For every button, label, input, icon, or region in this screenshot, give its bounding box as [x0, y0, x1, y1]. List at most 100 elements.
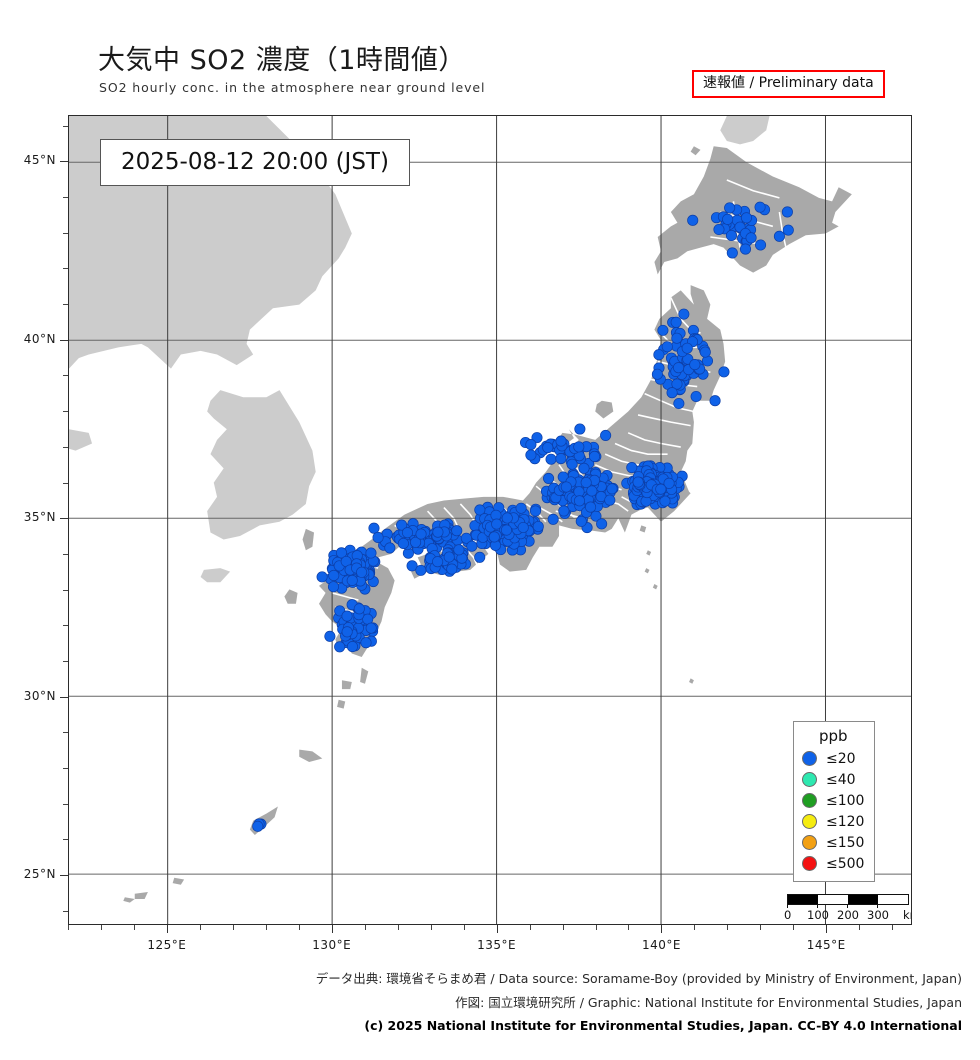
- station-marker[interactable]: [328, 569, 340, 581]
- station-marker[interactable]: [415, 564, 427, 576]
- station-marker[interactable]: [415, 528, 427, 540]
- station-marker[interactable]: [466, 540, 478, 552]
- station-marker[interactable]: [782, 224, 794, 236]
- station-marker[interactable]: [529, 505, 542, 517]
- station-marker[interactable]: [724, 202, 736, 214]
- station-marker[interactable]: [542, 442, 554, 454]
- station-marker[interactable]: [346, 574, 358, 586]
- station-marker[interactable]: [406, 560, 418, 572]
- station-marker[interactable]: [443, 551, 455, 563]
- station-marker[interactable]: [324, 630, 336, 642]
- station-marker[interactable]: [671, 378, 683, 390]
- station-marker[interactable]: [384, 542, 396, 554]
- station-marker[interactable]: [574, 423, 586, 435]
- station-marker[interactable]: [360, 637, 372, 649]
- station-marker[interactable]: [365, 547, 377, 559]
- station-marker[interactable]: [500, 524, 512, 536]
- station-marker[interactable]: [353, 603, 365, 615]
- station-marker[interactable]: [432, 556, 444, 568]
- station-marker[interactable]: [586, 485, 598, 497]
- station-marker[interactable]: [525, 439, 537, 451]
- station-marker[interactable]: [653, 349, 665, 361]
- station-marker[interactable]: [722, 213, 734, 225]
- station-marker[interactable]: [589, 450, 601, 462]
- station-marker[interactable]: [600, 429, 612, 441]
- station-marker[interactable]: [543, 472, 555, 484]
- station-marker[interactable]: [709, 395, 721, 407]
- station-marker[interactable]: [725, 229, 737, 242]
- station-marker[interactable]: [573, 441, 585, 453]
- station-marker[interactable]: [755, 239, 767, 251]
- station-marker[interactable]: [718, 366, 730, 378]
- station-marker[interactable]: [372, 531, 384, 543]
- station-marker[interactable]: [655, 483, 667, 495]
- station-marker[interactable]: [341, 626, 353, 638]
- station-marker[interactable]: [670, 316, 682, 328]
- station-marker[interactable]: [681, 342, 693, 354]
- station-marker[interactable]: [560, 481, 572, 493]
- station-marker[interactable]: [252, 820, 264, 832]
- station-marker[interactable]: [555, 435, 567, 447]
- station-marker[interactable]: [558, 505, 570, 517]
- station-marker[interactable]: [566, 458, 578, 470]
- station-marker[interactable]: [585, 501, 597, 513]
- station-marker[interactable]: [745, 232, 757, 244]
- station-marker[interactable]: [397, 537, 409, 549]
- station-marker[interactable]: [531, 432, 543, 444]
- station-marker[interactable]: [334, 641, 346, 653]
- station-marker[interactable]: [396, 519, 408, 531]
- station-marker[interactable]: [474, 551, 486, 563]
- station-marker[interactable]: [453, 544, 465, 556]
- station-marker[interactable]: [678, 308, 690, 320]
- station-marker[interactable]: [673, 397, 685, 410]
- map-plot-area[interactable]: 2025-08-12 20:00 (JST) ppb ≤20 ≤40 ≤100 ≤12…: [68, 115, 912, 925]
- station-marker[interactable]: [596, 518, 608, 530]
- station-marker[interactable]: [663, 477, 675, 489]
- station-marker[interactable]: [659, 495, 671, 507]
- station-marker[interactable]: [687, 214, 699, 226]
- station-marker[interactable]: [335, 547, 347, 559]
- station-marker[interactable]: [580, 476, 592, 489]
- station-marker[interactable]: [491, 518, 503, 530]
- station-marker[interactable]: [474, 504, 486, 516]
- station-marker[interactable]: [781, 206, 793, 218]
- station-marker[interactable]: [460, 532, 472, 544]
- station-marker[interactable]: [575, 515, 587, 527]
- station-marker[interactable]: [555, 453, 567, 465]
- station-marker[interactable]: [517, 521, 529, 534]
- station-marker[interactable]: [573, 495, 586, 507]
- station-marker[interactable]: [773, 230, 785, 242]
- station-marker[interactable]: [626, 461, 638, 474]
- station-marker[interactable]: [740, 212, 753, 224]
- station-marker[interactable]: [316, 571, 328, 583]
- station-marker[interactable]: [690, 390, 702, 403]
- station-marker[interactable]: [410, 536, 422, 548]
- station-marker[interactable]: [432, 526, 444, 538]
- station-marker[interactable]: [739, 243, 752, 255]
- station-marker[interactable]: [657, 324, 669, 336]
- station-marker[interactable]: [673, 362, 685, 374]
- station-marker[interactable]: [699, 346, 711, 358]
- station-marker[interactable]: [401, 527, 414, 539]
- station-marker[interactable]: [525, 449, 537, 461]
- station-marker[interactable]: [545, 453, 557, 465]
- station-marker[interactable]: [547, 513, 559, 525]
- station-marker[interactable]: [365, 622, 377, 634]
- station-marker[interactable]: [488, 531, 500, 543]
- station-marker[interactable]: [451, 525, 463, 537]
- station-marker[interactable]: [501, 512, 513, 524]
- station-marker[interactable]: [604, 494, 616, 506]
- station-marker[interactable]: [726, 247, 738, 259]
- station-marker[interactable]: [368, 522, 380, 534]
- station-marker[interactable]: [341, 610, 353, 622]
- station-marker[interactable]: [606, 483, 618, 495]
- station-marker[interactable]: [446, 563, 458, 575]
- station-marker[interactable]: [532, 520, 544, 533]
- station-marker[interactable]: [671, 332, 683, 344]
- station-marker[interactable]: [515, 502, 527, 514]
- station-marker[interactable]: [356, 566, 368, 578]
- station-marker[interactable]: [666, 387, 678, 399]
- station-marker[interactable]: [632, 476, 644, 488]
- station-marker[interactable]: [651, 368, 663, 380]
- station-marker[interactable]: [689, 359, 701, 371]
